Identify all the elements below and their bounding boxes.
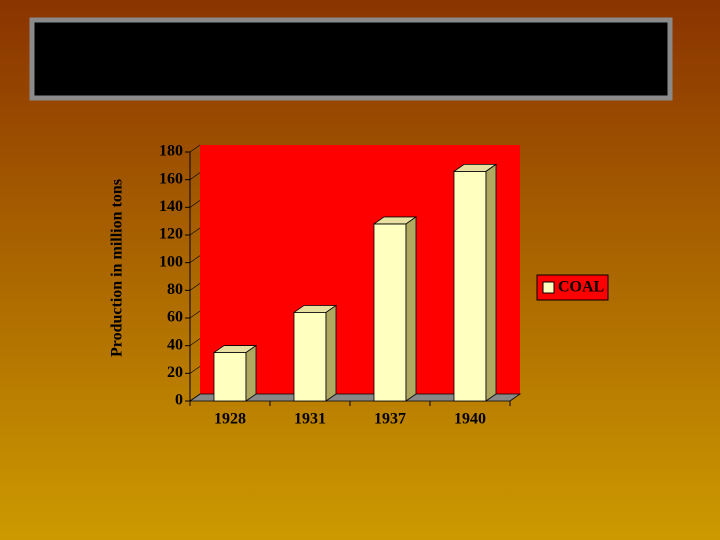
y-tick-label: 100 xyxy=(159,253,183,270)
x-tick-label: 1928 xyxy=(214,411,246,428)
wall-line xyxy=(189,255,201,263)
wall-line xyxy=(189,172,201,180)
bar-side xyxy=(485,163,497,402)
wall-line xyxy=(189,366,201,374)
bar-front xyxy=(293,312,327,402)
x-tick-label: 1937 xyxy=(374,411,406,428)
wall-line xyxy=(189,144,201,153)
wall-line xyxy=(189,393,201,402)
wall-line xyxy=(189,338,201,346)
legend-swatch xyxy=(542,281,555,294)
bar-side xyxy=(245,344,257,402)
y-tick-label: 120 xyxy=(159,226,183,243)
wall-line xyxy=(189,310,201,319)
bar-front xyxy=(373,223,407,402)
y-tick-label: 60 xyxy=(167,309,183,326)
x-tick-label: 1940 xyxy=(454,411,486,428)
y-tick-label: 160 xyxy=(159,170,183,187)
bar-front xyxy=(453,170,487,402)
wall-line xyxy=(189,283,201,291)
x-tick-label: 1931 xyxy=(294,411,326,428)
y-tick-label: 180 xyxy=(159,143,183,160)
title-box xyxy=(29,17,673,101)
y-tick-label: 140 xyxy=(159,198,183,215)
y-tick-label: 80 xyxy=(167,281,183,298)
legend-label: COAL xyxy=(558,279,604,296)
bar-side xyxy=(325,304,337,402)
bar-side xyxy=(405,216,417,402)
bar-front xyxy=(213,352,247,402)
wall-line xyxy=(189,200,201,208)
y-axis-label: Production in million tons xyxy=(109,179,126,357)
y-tick-label: 40 xyxy=(167,336,183,353)
y-tick-label: 0 xyxy=(175,392,183,409)
wall-line xyxy=(189,227,201,236)
y-tick-label: 20 xyxy=(167,364,183,381)
